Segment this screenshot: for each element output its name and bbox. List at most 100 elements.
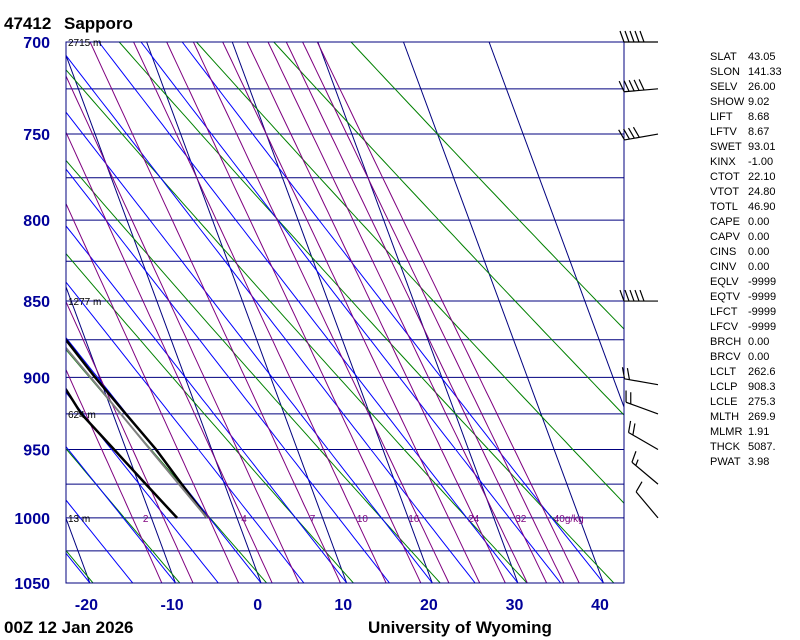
dewpoint-trace: [66, 387, 179, 519]
temperature-axis-labels: -20 -10 0 10 20 30 40: [75, 597, 609, 614]
index-key: CAPV: [710, 231, 740, 243]
index-value: 0.00: [748, 231, 770, 243]
moist-adiabat: [66, 336, 262, 583]
index-key: SHOW: [710, 96, 745, 108]
wind-barb: [635, 481, 659, 519]
index-value: 0.00: [748, 351, 770, 363]
index-value: 0.00: [748, 261, 770, 273]
dry-adiabat: [66, 252, 354, 583]
index-value: 3.98: [748, 456, 770, 468]
moist-adiabat: [66, 168, 390, 583]
isotherm-line: [317, 42, 519, 583]
pressure-tick-label: 850: [23, 294, 50, 311]
index-key: LFTV: [710, 126, 737, 138]
temperature-tick-label: -10: [161, 597, 184, 614]
mixing-ratio-label: 40g/kg: [554, 514, 584, 525]
moist-adiabat: [66, 391, 219, 583]
index-value: -1.00: [748, 156, 774, 168]
barb-staff: [624, 133, 659, 141]
mixing-ratio-line: [66, 368, 163, 583]
index-key: MLTH: [710, 411, 740, 423]
index-row: LIFT 8.68: [710, 110, 800, 125]
height-label: 1277 m: [68, 297, 101, 308]
index-value: 275.3: [748, 396, 776, 408]
barb-flag: [624, 30, 630, 43]
barb-staff: [624, 88, 659, 93]
wind-barb: [619, 289, 658, 302]
barb-flag: [621, 367, 626, 379]
index-row: PWAT 3.98: [710, 455, 800, 470]
index-value: 24.80: [748, 186, 776, 198]
index-key: EQLV: [710, 276, 739, 288]
moist-adiabat: [66, 225, 348, 583]
isotherm-line: [146, 42, 348, 583]
mixing-ratio-label: 4: [241, 514, 247, 525]
mixing-ratio-line: [133, 42, 387, 583]
barb-flag: [627, 127, 635, 139]
index-row: LFCV -9999: [710, 320, 800, 335]
pressure-tick-label: 950: [23, 442, 50, 459]
index-value: 8.67: [748, 126, 770, 138]
temperature-tick-label: 30: [506, 597, 524, 614]
barb-flag: [635, 481, 643, 493]
isotherm-line: [231, 42, 433, 583]
moist-adiabat: [98, 42, 519, 583]
barb-staff: [628, 431, 659, 450]
dry-adiabat: [66, 159, 441, 583]
pressure-tick-label: 1050: [14, 576, 50, 593]
isobar-grid: [66, 41, 624, 584]
height-label: 624 m: [68, 410, 96, 421]
index-value: 0.00: [748, 216, 770, 228]
index-key: BRCH: [710, 336, 742, 348]
mixing-ratio-line: [302, 42, 565, 583]
mixing-ratio-line: [222, 42, 481, 583]
stability-indices: SLAT 43.05 SLON 141.33 SELV 26.00 SHOW 9.02 LIFT…: [710, 50, 800, 470]
index-value: 46.90: [748, 201, 776, 213]
index-key: KINX: [710, 156, 736, 168]
sounding-traces: [66, 337, 209, 519]
wind-barb: [627, 420, 659, 450]
index-value: 26.00: [748, 81, 776, 93]
mixing-ratio-line: [267, 42, 528, 583]
barb-staff: [624, 378, 659, 386]
index-row: BRCH 0.00: [710, 335, 800, 350]
dry-adiabat: [66, 69, 528, 583]
barb-flag: [624, 289, 630, 302]
index-key: LCLT: [710, 366, 737, 378]
pressure-axis-labels: 700 750 800 850 900 950 1000 1050: [14, 35, 50, 593]
mixing-ratio-label: 24: [468, 514, 480, 525]
plot-frame: [65, 41, 625, 584]
barb-flag: [623, 80, 630, 92]
dry-adiabat: [0, 42, 6, 583]
barb-flag: [639, 289, 645, 302]
mixing-ratio-label: 2: [143, 514, 149, 525]
wind-barb: [619, 30, 658, 43]
index-row: BRCV 0.00: [710, 350, 800, 365]
wind-barb: [618, 126, 659, 141]
barb-flag: [626, 368, 631, 380]
index-value: 9.02: [748, 96, 770, 108]
barb-flag: [632, 126, 640, 138]
index-value: 22.10: [748, 171, 776, 183]
barb-flag: [618, 129, 626, 141]
index-value: 0.00: [748, 246, 770, 258]
index-row: SLON 141.33: [710, 65, 800, 80]
barb-flag: [618, 80, 625, 93]
index-row: LFCT -9999: [710, 305, 800, 320]
index-row: CINV 0.00: [710, 260, 800, 275]
temperature-trace: [66, 337, 209, 519]
index-value: -9999: [748, 321, 777, 333]
barb-flag: [619, 289, 625, 302]
temperature-tick-label: 40: [591, 597, 609, 614]
mixing-ratio-label: 10: [357, 514, 369, 525]
mixing-ratio-line: [166, 42, 422, 583]
index-key: BRCV: [710, 351, 741, 363]
wind-barb: [618, 79, 659, 93]
index-row: EQTV -9999: [710, 290, 800, 305]
pressure-tick-label: 1000: [14, 511, 50, 528]
index-value: 43.05: [748, 51, 776, 63]
index-value: 269.9: [748, 411, 776, 423]
station-id: 47412: [4, 14, 51, 33]
barb-flag: [634, 289, 640, 302]
temperature-tick-label: 10: [334, 597, 352, 614]
